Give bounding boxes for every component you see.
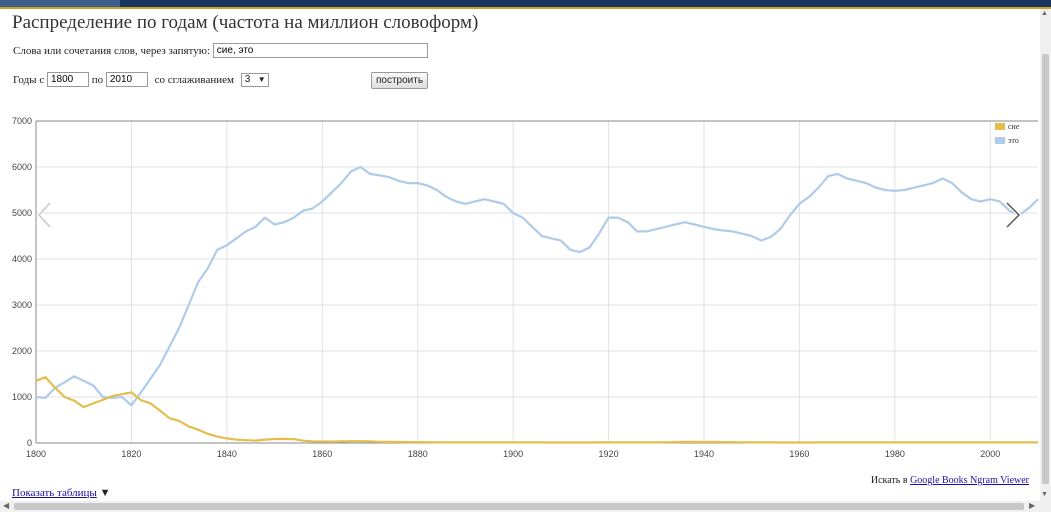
x-tick-label: 1820 [121, 449, 141, 459]
triangle-down-icon: ▼ [257, 74, 266, 84]
show-table-link[interactable]: Показать таблицы [12, 487, 97, 499]
legend: сие это [995, 122, 1020, 145]
grid [35, 120, 1038, 444]
horizontal-scrollbar[interactable]: ◀ ▶ [0, 501, 1051, 512]
year-from-input[interactable] [46, 72, 89, 87]
scroll-up-icon[interactable]: ▲ [1041, 9, 1048, 17]
search-prefix: Искать в [870, 475, 908, 486]
smoothing-label: со сглаживанием [154, 73, 234, 86]
smoothing-select[interactable]: 3 ▼ [240, 72, 269, 87]
banner-stripe [0, 7, 1051, 9]
x-tick-label: 1980 [885, 449, 905, 459]
build-button[interactable]: построить [371, 72, 428, 89]
x-tick-label: 1960 [789, 449, 809, 459]
legend-swatch-сие [995, 123, 1005, 130]
x-tick-label: 1880 [408, 449, 428, 459]
vertical-scroll-thumb[interactable] [1042, 54, 1049, 484]
scroll-left-icon[interactable]: ◀ [3, 501, 10, 510]
y-tick-label: 0 [27, 438, 32, 448]
scroll-down-icon[interactable]: ▼ [1041, 490, 1048, 498]
y-tick-label: 1000 [12, 392, 32, 402]
y-tick-label: 7000 [12, 116, 32, 126]
legend-label-сие: сие [1008, 122, 1020, 131]
years-label: Годы с [13, 73, 45, 86]
y-tick-label: 3000 [12, 300, 32, 310]
x-tick-label: 1940 [694, 449, 714, 459]
x-tick-label: 1920 [599, 449, 619, 459]
chevron-right-icon [1005, 201, 1022, 229]
words-row: Слова или сочетания слов, через запятую: [13, 43, 428, 58]
search-link-row: Искать в Google Books Ngram Viewer [871, 475, 1029, 486]
show-table-row: Показать таблицы ▼ [12, 487, 110, 499]
vertical-scrollbar[interactable]: ▲ ▼ [1040, 9, 1051, 501]
x-tick-label: 1900 [503, 449, 523, 459]
ngram-chart: 0 1000 2000 3000 4000 5000 6000 7000 1800 1820 184… [12, 116, 1039, 459]
x-tick-label: 1800 [26, 449, 46, 459]
x-tick-label: 1840 [217, 449, 237, 459]
series-line-сие [35, 376, 1038, 444]
y-tick-label: 6000 [12, 162, 32, 172]
x-tick-label: 2000 [980, 449, 1000, 459]
ngram-viewer-link[interactable]: Google Books Ngram Viewer [910, 475, 1029, 486]
page-title: Распределение по годам (частота на милли… [12, 12, 479, 33]
legend-label-это: это [1008, 136, 1019, 145]
chevron-right-icon [1006, 202, 1021, 228]
chevron-left-icon [37, 202, 51, 228]
top-banner [0, 0, 1051, 9]
years-row: Годы с по со сглаживанием 3 ▼ [13, 72, 269, 87]
chevron-left-icon [36, 201, 52, 229]
to-label: по [91, 73, 104, 86]
y-tick-label: 5000 [12, 208, 32, 218]
series-lines [35, 165, 1039, 444]
chart-navigation [36, 201, 1022, 229]
words-input[interactable] [212, 43, 428, 58]
series-line-это [35, 165, 1039, 407]
triangle-down-icon[interactable]: ▼ [99, 487, 111, 499]
year-to-input[interactable] [105, 72, 148, 87]
scroll-right-icon[interactable]: ▶ [1029, 501, 1036, 510]
legend-swatch-это [995, 137, 1005, 144]
words-label: Слова или сочетания слов, через запятую: [13, 44, 210, 57]
x-tick-label: 1860 [312, 449, 332, 459]
horizontal-scroll-thumb[interactable] [14, 503, 1024, 510]
banner-highlight [0, 0, 120, 7]
smoothing-value: 3 [244, 73, 251, 85]
y-tick-label: 4000 [12, 254, 32, 264]
y-tick-label: 2000 [12, 346, 32, 356]
